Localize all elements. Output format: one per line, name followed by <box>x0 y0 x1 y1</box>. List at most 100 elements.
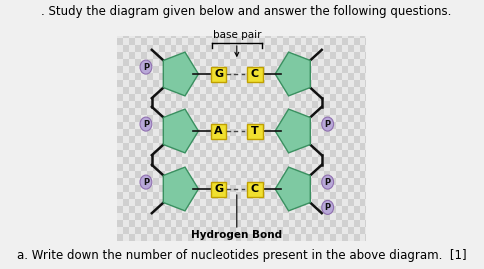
Bar <box>306 206 312 213</box>
Bar <box>271 73 277 80</box>
Bar <box>194 136 200 143</box>
Bar <box>271 122 277 129</box>
Bar <box>236 80 242 87</box>
Bar <box>253 129 259 136</box>
Bar <box>259 122 265 129</box>
Bar <box>194 164 200 171</box>
Bar <box>165 52 170 59</box>
Bar <box>259 101 265 108</box>
Bar <box>324 59 330 66</box>
Bar <box>182 164 188 171</box>
Bar <box>182 157 188 164</box>
Bar <box>229 59 236 66</box>
Bar <box>247 36 253 38</box>
Bar <box>153 36 159 38</box>
Bar <box>295 66 301 73</box>
Bar <box>182 122 188 129</box>
Bar <box>342 199 348 206</box>
Bar <box>153 199 159 206</box>
Bar <box>253 220 259 227</box>
Bar <box>288 87 295 94</box>
Bar <box>301 206 306 213</box>
Bar <box>247 59 253 66</box>
Bar <box>342 129 348 136</box>
Bar <box>336 150 342 157</box>
Bar <box>247 171 253 178</box>
Bar <box>365 178 366 185</box>
Bar <box>224 73 229 80</box>
Bar <box>194 227 200 234</box>
Bar <box>301 59 306 66</box>
Bar <box>165 108 170 115</box>
Bar <box>318 192 324 199</box>
Bar <box>242 178 247 185</box>
Bar <box>348 94 354 101</box>
Bar <box>277 192 283 199</box>
Bar <box>318 73 324 80</box>
Bar <box>312 185 318 192</box>
Bar <box>212 108 218 115</box>
Bar <box>165 80 170 87</box>
Bar <box>218 192 224 199</box>
Bar <box>271 66 277 73</box>
Bar <box>218 227 224 234</box>
Bar <box>170 122 177 129</box>
Bar <box>295 143 301 150</box>
Bar <box>277 143 283 150</box>
Bar <box>342 192 348 199</box>
Bar <box>295 192 301 199</box>
Bar <box>236 234 242 241</box>
Bar <box>236 185 242 192</box>
Bar <box>259 199 265 206</box>
Bar <box>354 234 360 241</box>
Circle shape <box>322 175 333 189</box>
Bar <box>118 87 123 94</box>
Bar <box>118 101 123 108</box>
Bar <box>194 122 200 129</box>
Bar <box>229 108 236 115</box>
Bar <box>200 178 206 185</box>
Bar <box>324 206 330 213</box>
Bar <box>206 199 212 206</box>
Bar <box>301 178 306 185</box>
Bar <box>354 227 360 234</box>
Bar <box>336 171 342 178</box>
Bar <box>135 136 141 143</box>
Bar <box>253 157 259 164</box>
Bar <box>365 129 366 136</box>
Bar <box>330 80 336 87</box>
Bar <box>247 143 253 150</box>
Bar <box>265 220 271 227</box>
Bar <box>229 136 236 143</box>
Bar <box>135 171 141 178</box>
Bar <box>295 164 301 171</box>
Bar <box>253 94 259 101</box>
Bar <box>236 66 242 73</box>
Bar <box>159 66 165 73</box>
Bar <box>283 178 288 185</box>
Text: C: C <box>251 69 259 79</box>
Bar <box>229 227 236 234</box>
Bar <box>295 94 301 101</box>
Bar <box>265 129 271 136</box>
Bar <box>348 206 354 213</box>
Bar <box>360 234 365 241</box>
Bar <box>354 52 360 59</box>
Bar <box>318 213 324 220</box>
Bar <box>265 122 271 129</box>
Bar <box>182 52 188 59</box>
Bar <box>348 115 354 122</box>
Bar <box>177 59 182 66</box>
Bar <box>141 52 147 59</box>
Bar <box>253 73 259 80</box>
Bar <box>242 234 247 241</box>
Text: . Study the diagram given below and answer the following questions.: . Study the diagram given below and answ… <box>41 5 451 18</box>
Bar <box>200 220 206 227</box>
Bar <box>365 66 366 73</box>
Bar <box>188 115 194 122</box>
Bar <box>153 234 159 241</box>
Bar <box>206 220 212 227</box>
Bar <box>129 164 135 171</box>
Bar <box>147 136 153 143</box>
Bar <box>330 178 336 185</box>
